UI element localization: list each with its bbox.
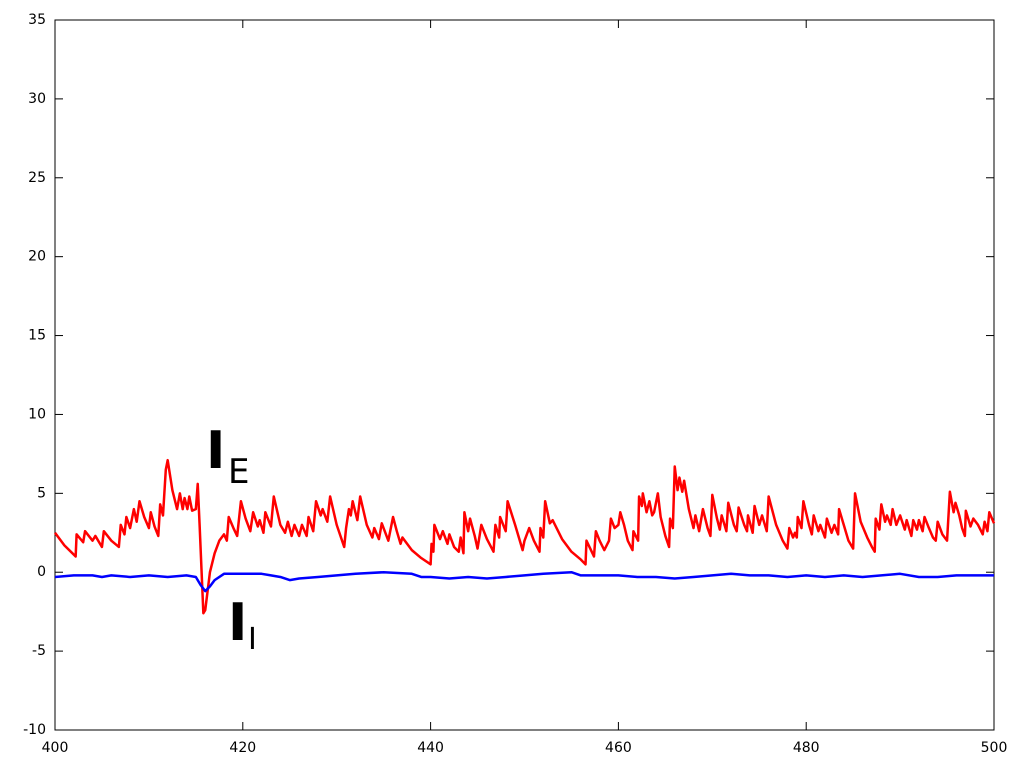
y-tick-label: -10 — [23, 722, 46, 738]
y-tick-label: 30 — [28, 91, 46, 107]
y-tick-label: 10 — [28, 406, 46, 422]
y-tick-label: -5 — [32, 643, 46, 659]
series-line — [53, 458, 996, 615]
x-tick-label: 480 — [793, 740, 820, 756]
y-tick-label: 25 — [28, 170, 46, 186]
y-tick-label: 20 — [28, 249, 46, 265]
annotation: I — [228, 593, 247, 653]
x-tick-label: 500 — [981, 740, 1008, 756]
y-tick-label: 35 — [28, 12, 46, 28]
y-tick-label: 15 — [28, 328, 46, 344]
x-tick-label: 440 — [417, 740, 444, 756]
y-tick-label: 0 — [37, 564, 46, 580]
annotation: I — [206, 421, 225, 481]
x-tick-label: 420 — [229, 740, 256, 756]
y-tick-label: 5 — [37, 485, 46, 501]
x-tick-label: 400 — [42, 740, 69, 756]
annotation-subscript: E — [228, 452, 249, 492]
plot-frame — [54, 19, 995, 731]
annotation-subscript: I — [248, 622, 257, 657]
series-line — [54, 570, 994, 593]
x-tick-label: 460 — [605, 740, 632, 756]
